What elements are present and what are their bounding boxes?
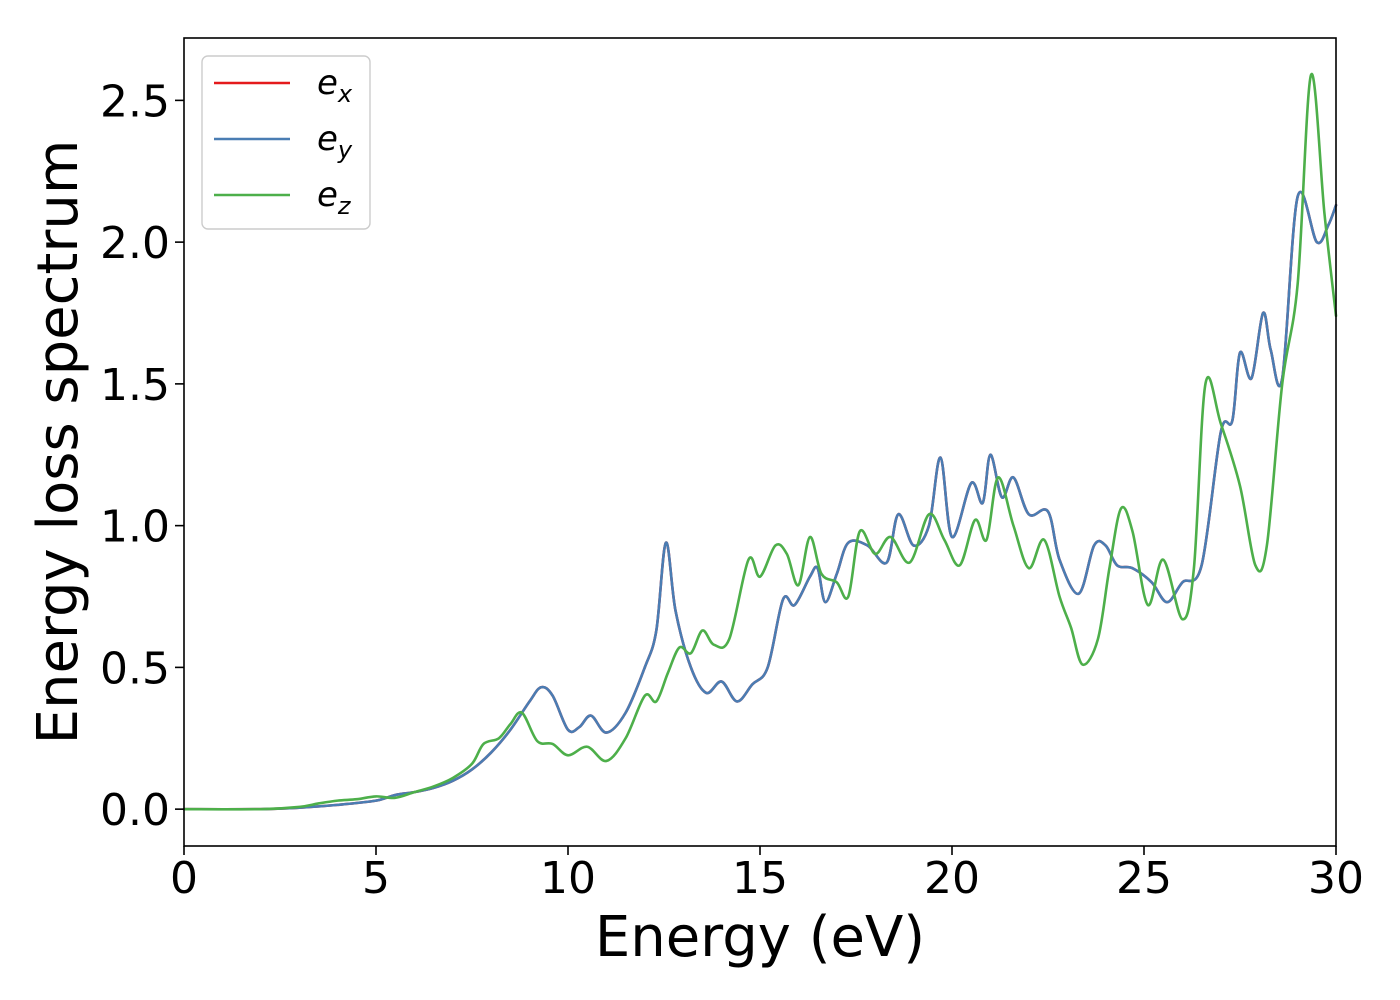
y-tick-label: 2.5 bbox=[100, 76, 170, 127]
x-tick-label: 5 bbox=[362, 853, 390, 904]
x-tick-label: 25 bbox=[1116, 853, 1172, 904]
y-tick-label: 1.0 bbox=[100, 502, 170, 553]
legend: ex ey ez bbox=[201, 55, 371, 230]
legend-label-z: ez bbox=[317, 175, 352, 220]
legend-label-y: ey bbox=[317, 119, 353, 164]
x-tick-label: 0 bbox=[170, 853, 198, 904]
y-axis-title: Energy loss spectrum bbox=[26, 140, 91, 745]
series-line-y bbox=[182, 191, 1338, 811]
x-tick-label: 30 bbox=[1308, 853, 1364, 904]
y-tick-label: 0.0 bbox=[100, 785, 170, 836]
y-axis-ticks: 0.0 0.5 1.0 1.5 2.0 2.5 bbox=[100, 76, 184, 836]
y-tick-label: 1.5 bbox=[100, 360, 170, 411]
y-tick-label: 2.0 bbox=[100, 218, 170, 269]
x-tick-label: 10 bbox=[540, 853, 596, 904]
legend-box bbox=[201, 55, 371, 230]
x-axis-ticks: 0 5 10 15 20 25 30 bbox=[170, 846, 1364, 904]
series-line-x bbox=[182, 191, 1338, 811]
y-tick-label: 0.5 bbox=[100, 643, 170, 694]
x-tick-label: 15 bbox=[732, 853, 788, 904]
x-tick-label: 20 bbox=[924, 853, 980, 904]
x-axis-title: Energy (eV) bbox=[595, 905, 925, 970]
series-lines bbox=[182, 72, 1338, 811]
legend-label-x: ex bbox=[317, 63, 353, 108]
series-line-z bbox=[182, 72, 1338, 811]
